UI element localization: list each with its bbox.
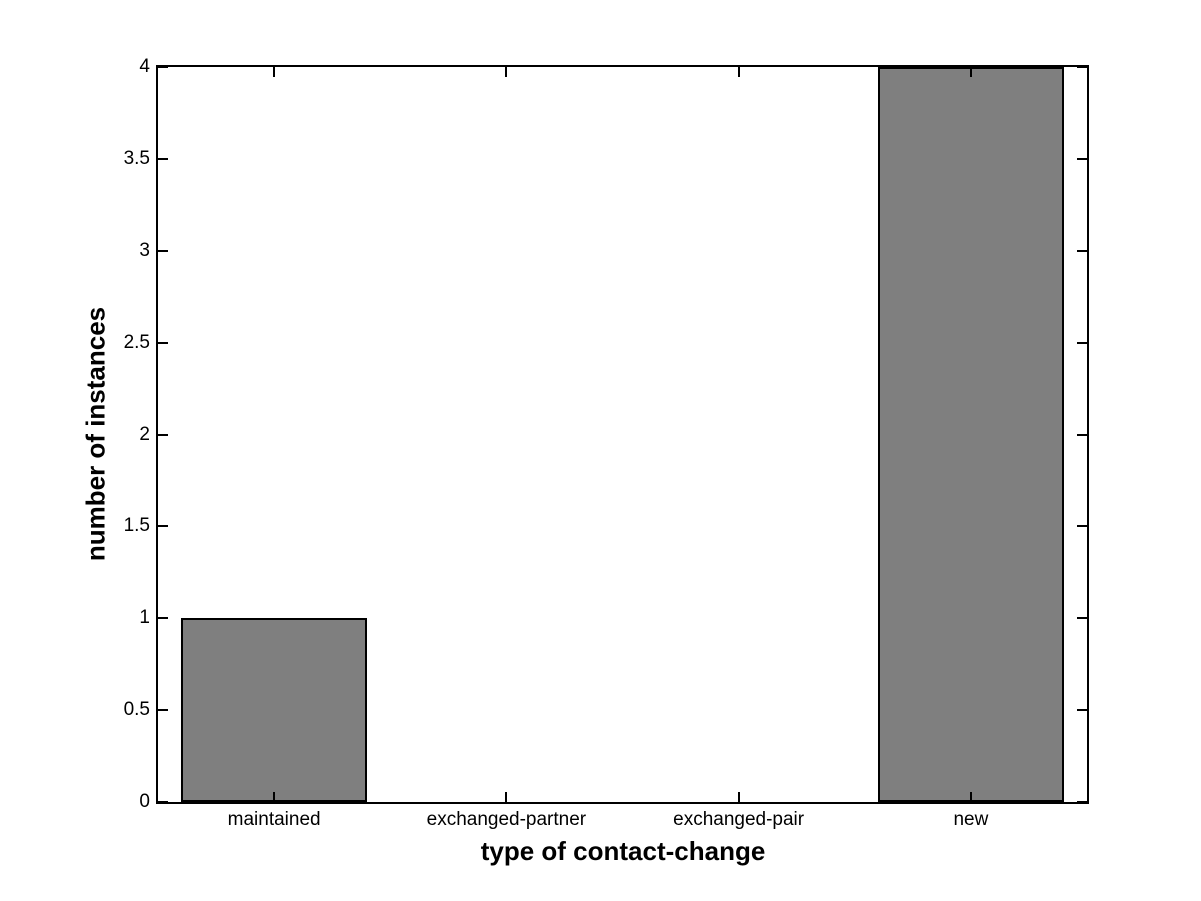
y-tick xyxy=(158,525,168,528)
x-tick xyxy=(969,792,972,802)
y-tick-right xyxy=(1077,617,1087,620)
y-tick-label: 1 xyxy=(139,607,150,629)
y-tick xyxy=(158,341,168,344)
y-tick-label: 4 xyxy=(139,56,150,77)
y-tick-right xyxy=(1077,66,1087,68)
y-tick-right xyxy=(1077,525,1087,528)
x-tick-label: new xyxy=(953,809,989,830)
x-tick xyxy=(737,792,740,802)
bar xyxy=(181,618,368,802)
x-tick-label: maintained xyxy=(227,809,321,830)
y-tick-right xyxy=(1077,249,1087,252)
y-tick-label: 3.5 xyxy=(123,147,150,169)
x-tick xyxy=(505,792,508,802)
y-tick xyxy=(158,709,168,712)
y-tick xyxy=(158,433,168,436)
x-tick xyxy=(273,792,276,802)
y-tick-label: 1.5 xyxy=(123,515,150,537)
y-tick-right xyxy=(1077,157,1087,160)
x-tick-top xyxy=(969,67,972,77)
x-tick-label: exchanged-partner xyxy=(426,809,587,830)
y-tick-label: 3 xyxy=(139,239,150,261)
x-tick-label: exchanged-pair xyxy=(673,809,805,830)
x-tick-top xyxy=(273,67,276,77)
y-tick-right xyxy=(1077,801,1087,803)
y-tick-right xyxy=(1077,433,1087,436)
y-tick xyxy=(158,249,168,252)
y-tick-right xyxy=(1077,709,1087,712)
y-tick xyxy=(158,157,168,160)
y-tick-label: 2.5 xyxy=(123,331,150,353)
x-axis-label: type of contact-change xyxy=(480,836,766,866)
plot-area xyxy=(156,65,1089,804)
y-tick-label: 0.5 xyxy=(123,699,150,721)
y-tick-label: 2 xyxy=(139,423,150,445)
bar xyxy=(877,67,1064,802)
x-tick-top xyxy=(505,67,508,77)
x-tick-top xyxy=(737,67,740,77)
y-tick xyxy=(158,617,168,620)
y-tick xyxy=(158,66,168,68)
y-tick-label: 0 xyxy=(139,791,150,812)
y-tick xyxy=(158,801,168,803)
y-tick-right xyxy=(1077,341,1087,344)
